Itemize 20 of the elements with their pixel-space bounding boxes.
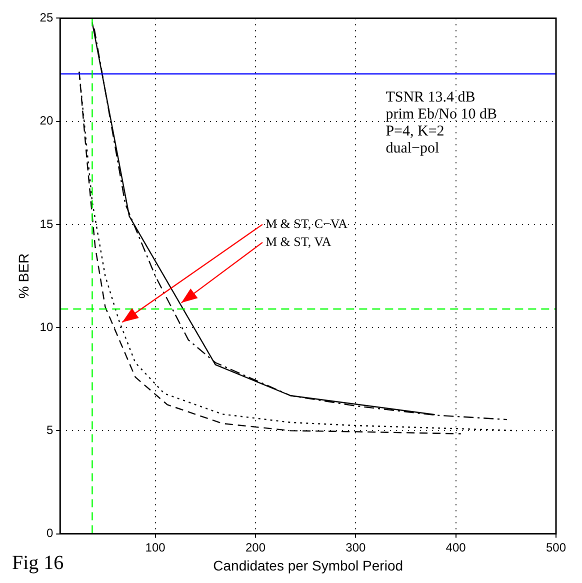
y-axis-title: % BER <box>15 253 32 299</box>
x-tick-label: 100 <box>145 540 166 554</box>
y-tick-label: 25 <box>40 10 54 25</box>
annotation: dual−pol <box>386 140 440 156</box>
y-tick-label: 20 <box>40 114 54 128</box>
y-tick-label: 15 <box>40 216 54 231</box>
caption: Fig 16 <box>12 552 64 574</box>
y-tick-label: 0 <box>46 526 54 540</box>
x-tick-label: 500 <box>546 540 566 554</box>
x-tick-label: 300 <box>346 540 366 554</box>
x-axis-title: Candidates per Symbol Period <box>213 557 404 574</box>
annotation: M & ST, VA <box>266 234 332 249</box>
x-tick-label: 200 <box>245 540 266 554</box>
annotation: TSNR 13.4 dB <box>386 89 476 106</box>
annotation: M & ST, C−VA <box>266 216 348 231</box>
y-tick-label: 10 <box>40 320 54 334</box>
y-tick-label: 5 <box>46 422 54 437</box>
annotation: P=4, K=2 <box>386 123 444 140</box>
annotation: prim Eb/No 10 dB <box>386 106 497 122</box>
x-tick-label: 400 <box>446 540 466 554</box>
